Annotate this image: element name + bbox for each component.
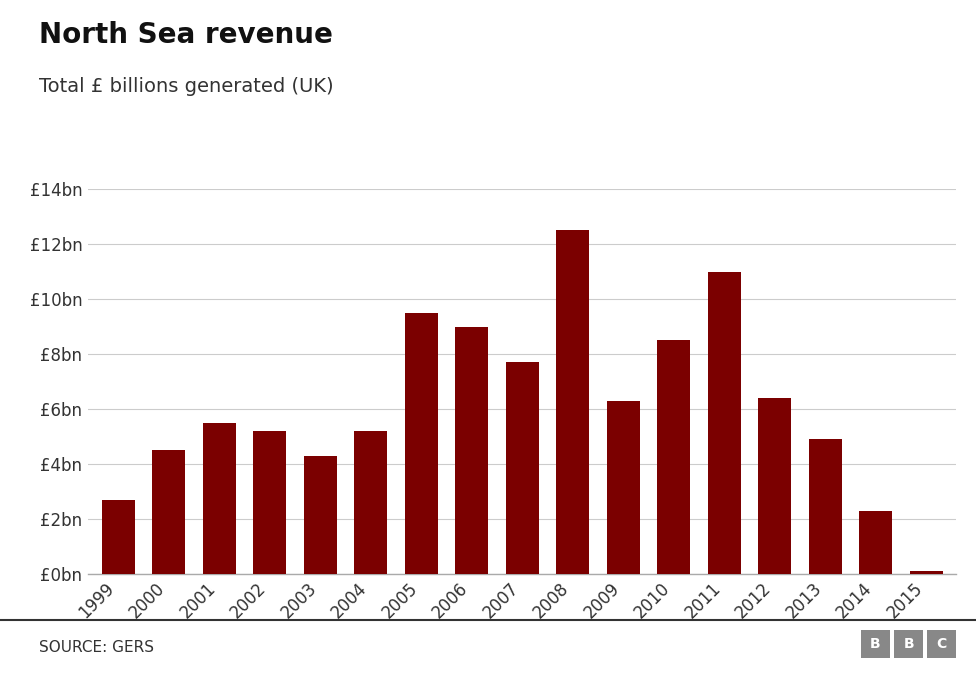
Bar [708,272,741,574]
Text: North Sea revenue: North Sea revenue [39,21,333,49]
Bar [758,398,792,574]
Text: B: B [904,637,914,651]
Bar [203,423,235,574]
Bar [859,511,892,574]
Bar [809,440,841,574]
Text: B: B [871,637,880,651]
Text: SOURCE: GERS: SOURCE: GERS [39,640,154,655]
Bar [910,571,943,574]
Bar [607,400,639,574]
Bar [506,363,539,574]
Bar [304,456,337,574]
Bar [102,500,135,574]
Bar [253,431,286,574]
Text: Total £ billions generated (UK): Total £ billions generated (UK) [39,77,334,96]
Bar [556,230,590,574]
Bar [152,450,185,574]
Bar [657,340,690,574]
Text: C: C [937,637,947,651]
Bar [455,326,488,574]
Bar [354,431,387,574]
Bar [405,313,437,574]
